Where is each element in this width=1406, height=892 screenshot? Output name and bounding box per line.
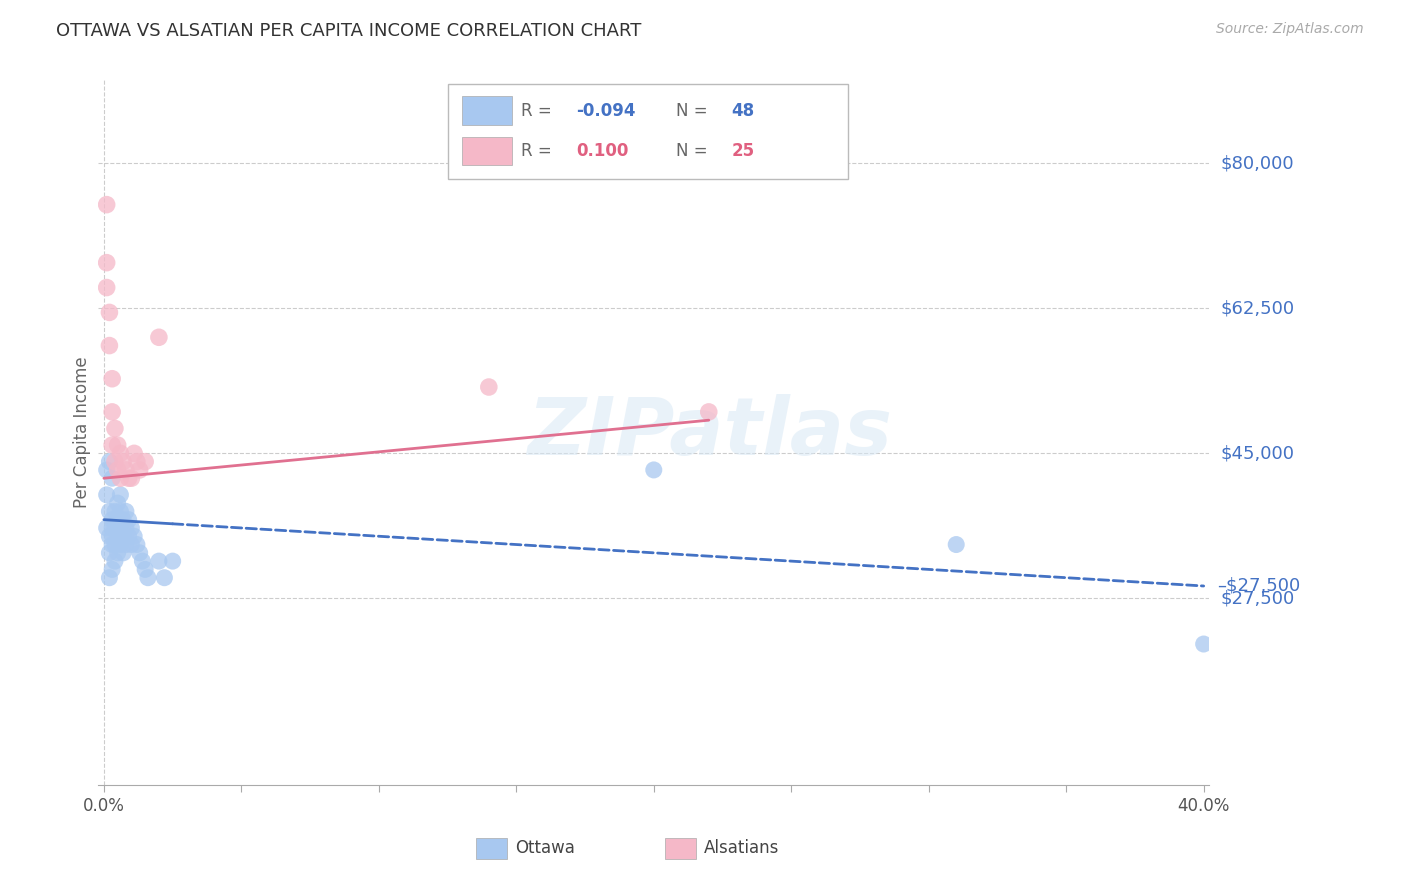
Point [96,488,118,502]
Point [112,513,135,527]
Point [134,562,156,576]
Point [148,554,170,568]
Point [131,554,153,568]
Point [120,521,142,535]
Text: Ottawa: Ottawa [515,839,575,857]
Point [96,197,118,211]
Text: -0.094: -0.094 [576,102,636,120]
Point [104,521,127,535]
Point [101,513,124,527]
Point [104,504,127,518]
Text: –$27,500: –$27,500 [1218,577,1301,595]
Point [125,455,148,469]
Text: $80,000: $80,000 [1220,154,1294,172]
Point [98,571,121,585]
Text: N =: N = [676,142,713,160]
Point [98,529,121,543]
Point [101,521,124,535]
Point [104,554,127,568]
Point [110,537,132,551]
Point [98,338,121,352]
FancyBboxPatch shape [449,84,848,179]
Text: $45,000: $45,000 [1220,444,1295,462]
Text: R =: R = [520,102,557,120]
Point [96,255,118,269]
FancyBboxPatch shape [665,838,696,859]
Text: N =: N = [676,102,713,120]
Text: R =: R = [520,142,562,160]
Point [107,496,129,510]
Point [122,529,145,543]
Point [115,521,138,535]
Point [104,537,127,551]
Point [101,372,124,386]
Text: 0.100: 0.100 [576,142,628,160]
Text: 25: 25 [731,142,755,160]
Text: OTTAWA VS ALSATIAN PER CAPITA INCOME CORRELATION CHART: OTTAWA VS ALSATIAN PER CAPITA INCOME COR… [56,22,641,40]
Point [107,438,129,452]
Text: $27,500: $27,500 [1220,590,1295,607]
Point [697,405,720,419]
Point [110,488,132,502]
Text: ZIPatlas: ZIPatlas [527,393,891,472]
Point [101,537,124,551]
Point [96,280,118,294]
Point [110,446,132,460]
Point [122,446,145,460]
Point [110,471,132,485]
Text: $62,500: $62,500 [1220,299,1295,318]
Point [110,504,132,518]
Point [128,463,150,477]
Point [112,529,135,543]
Point [107,513,129,527]
Point [96,521,118,535]
Point [107,546,129,560]
Point [115,537,138,551]
Point [98,455,121,469]
Y-axis label: Per Capita Income: Per Capita Income [73,357,91,508]
FancyBboxPatch shape [461,96,512,125]
Point [96,463,118,477]
Point [118,471,141,485]
Point [101,562,124,576]
Point [162,554,184,568]
Point [945,537,967,551]
Point [110,521,132,535]
Point [120,537,142,551]
Text: 48: 48 [731,102,755,120]
Point [115,463,138,477]
Point [153,571,176,585]
Point [148,330,170,344]
Point [112,546,135,560]
Point [101,405,124,419]
Point [120,471,142,485]
Point [98,546,121,560]
FancyBboxPatch shape [461,136,512,165]
Point [134,455,156,469]
Point [136,571,159,585]
Point [98,305,121,319]
Point [101,471,124,485]
Point [118,529,141,543]
Point [104,421,127,435]
Point [98,504,121,518]
Point [118,513,141,527]
Point [101,438,124,452]
Point [128,546,150,560]
Point [101,529,124,543]
Point [643,463,665,477]
Point [107,463,129,477]
Point [107,529,129,543]
Point [125,537,148,551]
Point [112,455,135,469]
Text: Alsatians: Alsatians [704,839,779,857]
Point [1192,637,1215,651]
Point [104,455,127,469]
Text: Source: ZipAtlas.com: Source: ZipAtlas.com [1216,22,1364,37]
Point [115,504,138,518]
FancyBboxPatch shape [477,838,508,859]
Point [478,380,501,394]
